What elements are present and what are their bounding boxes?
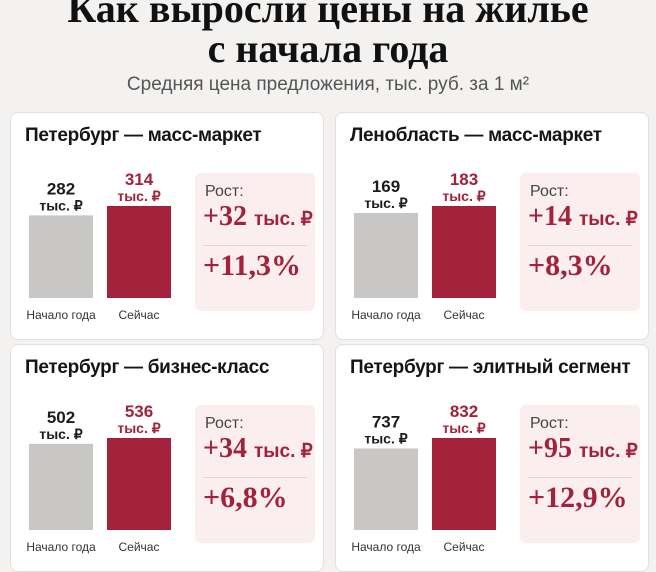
divider [203,245,307,246]
growth-unit: тыс. ₽ [578,209,638,230]
bar-start [29,443,93,530]
chart-card: Ленобласть — масс-маркет 169 тыс. ₽ Начало … [335,112,649,340]
bar-unit-label: тыс. ₽ [117,188,160,204]
growth-label: Рост: [530,183,569,200]
bar-start [354,448,418,530]
bar-now [432,438,496,530]
bar-value-label: 314 [125,170,154,189]
x-tick-label: Начало года [351,540,421,554]
bar-unit-label: тыс. ₽ [117,420,160,436]
bar-value-label: 183 [450,170,478,189]
growth-unit: тыс. ₽ [253,209,313,230]
bar-value-label: 502 [47,408,75,427]
x-tick-label: Начало года [26,540,96,554]
growth-absolute: +34 тыс. ₽ [203,433,313,464]
chart-card: Петербург — бизнес-класс 502 тыс. ₽ Начало … [10,344,324,572]
bar-now [432,206,496,298]
page-title-line-2: с начала года [207,26,449,71]
chart-title: Петербург — элитный сегмент [350,357,631,378]
growth-unit: тыс. ₽ [578,441,638,462]
growth-percent: +11,3% [203,249,301,282]
chart-title: Петербург — масс-маркет [25,125,262,146]
growth-unit: тыс. ₽ [253,441,313,462]
growth-percent: +6,8% [203,481,288,514]
chart-card: Петербург — элитный сегмент 737 тыс. ₽ Нача… [335,344,649,572]
growth-box: Рост: +34 тыс. ₽ +6,8% [195,405,315,543]
bar-unit-label: тыс. ₽ [442,420,485,436]
growth-box: Рост: +32 тыс. ₽ +11,3% [195,173,315,311]
divider [528,245,632,246]
growth-label: Рост: [530,415,569,432]
page-title-line-1: Как выросли цены на жилье [67,0,589,31]
bar-value-label: 536 [125,402,153,421]
bar-start [354,213,418,298]
bar-unit-label: тыс. ₽ [364,195,407,211]
x-tick-label: Начало года [351,308,421,322]
x-tick-label: Сейчас [119,308,160,322]
page-subtitle: Средняя цена предложения, тыс. руб. за 1… [126,74,530,95]
x-tick-label: Сейчас [119,540,160,554]
growth-absolute: +95 тыс. ₽ [528,433,638,464]
growth-absolute: +32 тыс. ₽ [203,201,313,232]
x-tick-label: Сейчас [444,308,485,322]
chart-title: Петербург — бизнес-класс [25,357,270,378]
bar-start [29,215,93,298]
growth-absolute: +14 тыс. ₽ [528,201,638,232]
chart-card: Петербург — масс-маркет 282 тыс. ₽ Начало г… [10,112,324,340]
bar-unit-label: тыс. ₽ [39,197,82,213]
growth-percent: +12,9% [528,481,628,514]
bar-unit-label: тыс. ₽ [442,188,485,204]
growth-box: Рост: +95 тыс. ₽ +12,9% [520,405,640,543]
divider [203,477,307,478]
bar-unit-label: тыс. ₽ [39,426,82,442]
bar-now [107,438,171,530]
x-tick-label: Сейчас [444,540,485,554]
x-tick-label: Начало года [26,308,96,322]
bar-value-label: 737 [372,413,400,432]
divider [528,477,632,478]
bar-unit-label: тыс. ₽ [364,431,407,447]
growth-label: Рост: [205,415,244,432]
bar-value-label: 282 [47,179,75,198]
chart-title: Ленобласть — масс-маркет [350,125,602,146]
growth-box: Рост: +14 тыс. ₽ +8,3% [520,173,640,311]
bar-now [107,206,171,298]
growth-percent: +8,3% [528,249,613,282]
bar-value-label: 832 [450,402,478,421]
growth-label: Рост: [205,183,244,200]
bar-value-label: 169 [372,177,400,196]
